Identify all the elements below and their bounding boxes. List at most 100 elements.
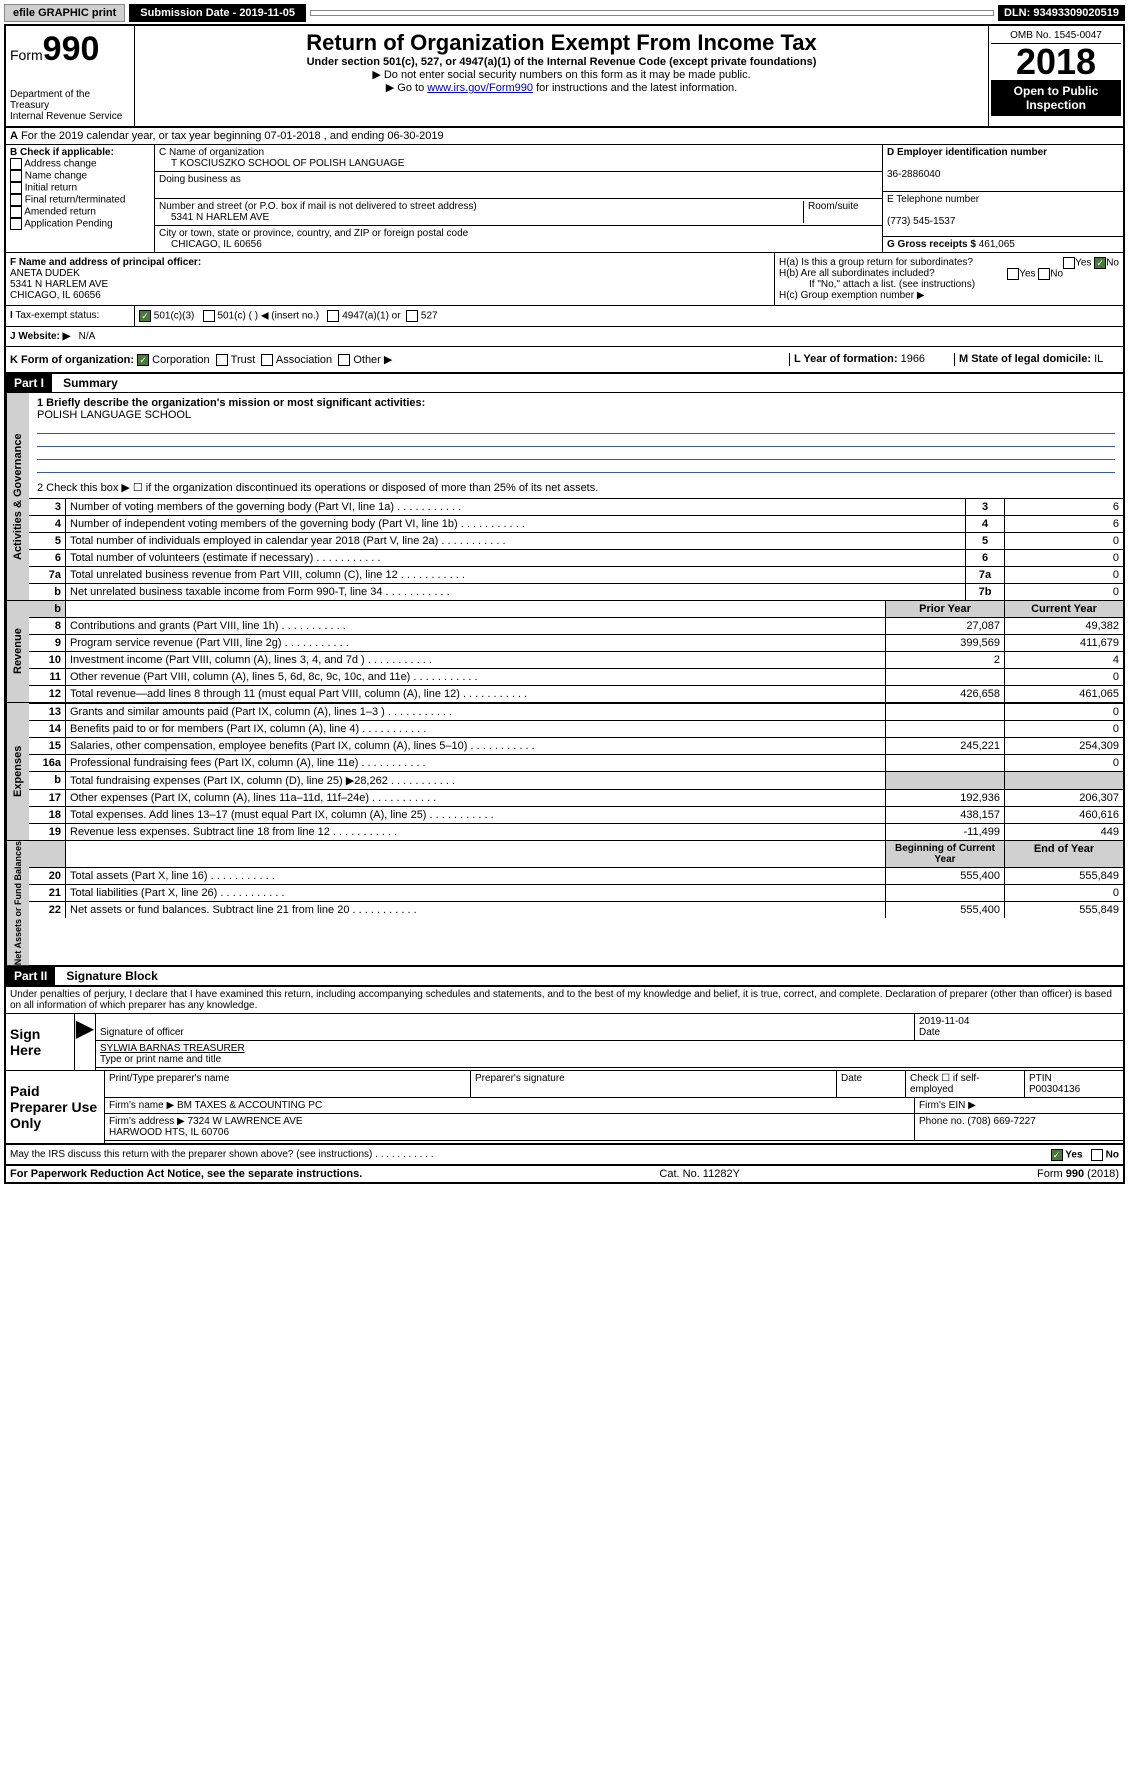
ha-no[interactable] xyxy=(1094,257,1106,269)
cb-assoc[interactable] xyxy=(261,354,273,366)
gross-receipts: 461,065 xyxy=(979,239,1015,250)
revenue-table: b Prior Year Current Year 8Contributions… xyxy=(29,601,1123,702)
table-row: 11Other revenue (Part VIII, column (A), … xyxy=(29,669,1123,686)
table-row: 4Number of independent voting members of… xyxy=(29,516,1123,533)
checkbox-amended[interactable] xyxy=(10,206,22,218)
instruction-2: ▶ Go to www.irs.gov/Form990 for instruct… xyxy=(139,81,984,94)
row-j: J Website: ▶ N/A xyxy=(6,327,1123,347)
table-row: 14Benefits paid to or for members (Part … xyxy=(29,721,1123,738)
checkbox-pending[interactable] xyxy=(10,218,22,230)
firm-phone: (708) 669-7227 xyxy=(967,1116,1035,1127)
row-f-h: F Name and address of principal officer:… xyxy=(6,253,1123,306)
table-row: 7aTotal unrelated business revenue from … xyxy=(29,567,1123,584)
table-row: 5Total number of individuals employed in… xyxy=(29,533,1123,550)
year-formation: 1966 xyxy=(901,353,925,365)
table-row: 6Total number of volunteers (estimate if… xyxy=(29,550,1123,567)
open-public-badge: Open to Public Inspection xyxy=(991,80,1121,116)
footer: For Paperwork Reduction Act Notice, see … xyxy=(6,1166,1123,1182)
website: N/A xyxy=(79,331,96,342)
table-row: 22Net assets or fund balances. Subtract … xyxy=(29,902,1123,919)
table-row: 16aProfessional fundraising fees (Part I… xyxy=(29,755,1123,772)
org-address: 5341 N HARLEM AVE xyxy=(159,212,269,223)
checkbox-final-return[interactable] xyxy=(10,194,22,206)
discuss-no[interactable] xyxy=(1091,1149,1103,1161)
efile-button[interactable]: efile GRAPHIC print xyxy=(4,4,125,22)
table-row: 13Grants and similar amounts paid (Part … xyxy=(29,704,1123,721)
sig-date: 2019-11-04 xyxy=(919,1016,969,1027)
table-row: bTotal fundraising expenses (Part IX, co… xyxy=(29,772,1123,790)
table-row: bNet unrelated business taxable income f… xyxy=(29,584,1123,601)
hb-yes[interactable] xyxy=(1007,268,1019,280)
cb-501c[interactable] xyxy=(203,310,215,322)
part1-header-row: Part I Summary xyxy=(6,374,1123,392)
checkbox-address-change[interactable] xyxy=(10,158,22,170)
table-row: 17Other expenses (Part IX, column (A), l… xyxy=(29,790,1123,807)
ptin: P00304136 xyxy=(1029,1084,1080,1095)
row-k: K Form of organization: Corporation Trus… xyxy=(6,347,1123,374)
column-de: D Employer identification number 36-2886… xyxy=(883,145,1123,252)
irs-link[interactable]: www.irs.gov/Form990 xyxy=(427,82,533,94)
discuss-row: May the IRS discuss this return with the… xyxy=(6,1145,1123,1166)
part1-title: Summary xyxy=(55,376,118,390)
part1-badge: Part I xyxy=(6,374,52,392)
form-title: Return of Organization Exempt From Incom… xyxy=(139,30,984,56)
info-grid: B Check if applicable: Address change Na… xyxy=(6,145,1123,253)
org-name: T KOSCIUSZKO SCHOOL OF POLISH LANGUAGE xyxy=(159,158,404,169)
table-row: 18Total expenses. Add lines 13–17 (must … xyxy=(29,807,1123,824)
org-city: CHICAGO, IL 60656 xyxy=(159,239,262,250)
table-row: 21Total liabilities (Part X, line 26)0 xyxy=(29,885,1123,902)
table-row: 15Salaries, other compensation, employee… xyxy=(29,738,1123,755)
table-row: 19Revenue less expenses. Subtract line 1… xyxy=(29,824,1123,841)
top-toolbar: efile GRAPHIC print Submission Date - 20… xyxy=(4,4,1125,22)
cb-other[interactable] xyxy=(338,354,350,366)
phone: (773) 545-1537 xyxy=(887,216,955,227)
spacer xyxy=(310,10,994,16)
penalty-text: Under penalties of perjury, I declare th… xyxy=(6,987,1123,1013)
instruction-1: ▶ Do not enter social security numbers o… xyxy=(139,68,984,81)
state-domicile: IL xyxy=(1094,353,1103,365)
part2-title: Signature Block xyxy=(58,969,157,983)
discuss-yes[interactable] xyxy=(1051,1149,1063,1161)
checkbox-initial-return[interactable] xyxy=(10,182,22,194)
sign-arrow-icon: ▶ xyxy=(75,1014,96,1070)
table-row: 20Total assets (Part X, line 16)555,4005… xyxy=(29,868,1123,885)
sidebar-revenue: Revenue xyxy=(6,601,29,702)
mission-text: POLISH LANGUAGE SCHOOL xyxy=(37,409,191,421)
column-c: C Name of organization T KOSCIUSZKO SCHO… xyxy=(155,145,883,252)
net-assets-table: Beginning of Current Year End of Year 20… xyxy=(29,841,1123,918)
mission-box: 1 Briefly describe the organization's mi… xyxy=(29,393,1123,477)
cb-4947[interactable] xyxy=(327,310,339,322)
table-row: 10Investment income (Part VIII, column (… xyxy=(29,652,1123,669)
dept-label: Department of the Treasury Internal Reve… xyxy=(10,89,130,122)
principal-officer: F Name and address of principal officer:… xyxy=(6,253,775,305)
hb-no[interactable] xyxy=(1038,268,1050,280)
cb-corp[interactable] xyxy=(137,354,149,366)
cb-trust[interactable] xyxy=(216,354,228,366)
sign-here-label: Sign Here xyxy=(6,1014,75,1070)
ein: 36-2886040 xyxy=(887,169,940,180)
line2: 2 Check this box ▶ ☐ if the organization… xyxy=(29,477,1123,498)
dln-label: DLN: 93493309020519 xyxy=(998,5,1125,21)
checkbox-name-change[interactable] xyxy=(10,170,22,182)
section-a: A For the 2019 calendar year, or tax yea… xyxy=(6,128,1123,145)
tax-year: 2018 xyxy=(991,44,1121,80)
officer-name: SYLWIA BARNAS TREASURER xyxy=(100,1043,245,1054)
ha-yes[interactable] xyxy=(1063,257,1075,269)
table-row: 9Program service revenue (Part VIII, lin… xyxy=(29,635,1123,652)
column-b: B Check if applicable: Address change Na… xyxy=(6,145,155,252)
signature-section: Under penalties of perjury, I declare th… xyxy=(6,985,1123,1166)
cb-527[interactable] xyxy=(406,310,418,322)
cb-501c3[interactable] xyxy=(139,310,151,322)
group-return: H(a) Is this a group return for subordin… xyxy=(775,253,1123,305)
firm-name: BM TAXES & ACCOUNTING PC xyxy=(177,1100,322,1111)
sidebar-expenses: Expenses xyxy=(6,703,29,840)
form-number-cell: Form990 Department of the Treasury Inter… xyxy=(5,25,135,127)
table-row: 12Total revenue—add lines 8 through 11 (… xyxy=(29,686,1123,703)
table-row: 3Number of voting members of the governi… xyxy=(29,499,1123,516)
sidebar-net-assets: Net Assets or Fund Balances xyxy=(6,841,29,965)
submission-date-button[interactable]: Submission Date - 2019-11-05 xyxy=(129,4,306,22)
part2-badge: Part II xyxy=(6,967,55,985)
row-i: I Tax-exempt status: 501(c)(3) 501(c) ( … xyxy=(6,306,1123,327)
form-container: Form990 Department of the Treasury Inter… xyxy=(4,24,1125,1184)
expenses-table: 13Grants and similar amounts paid (Part … xyxy=(29,703,1123,840)
